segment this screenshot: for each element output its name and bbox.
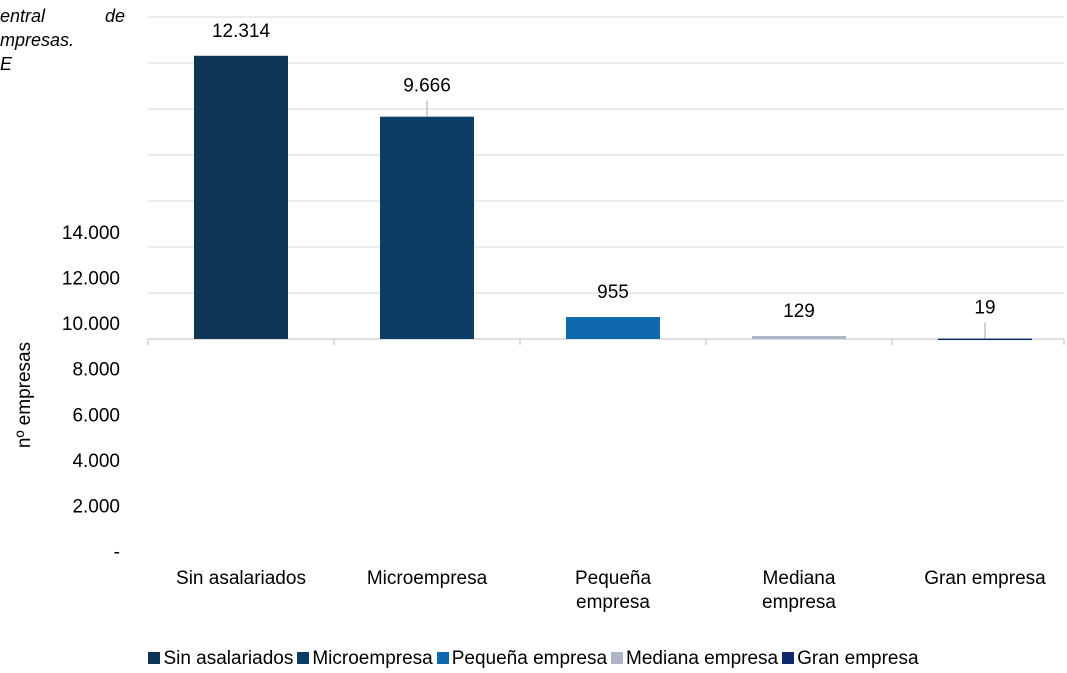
x-tick-label: Gran empresa bbox=[924, 568, 1046, 589]
bar bbox=[752, 336, 846, 339]
y-axis-label: nº empresas bbox=[14, 342, 35, 448]
legend-swatch bbox=[611, 652, 624, 664]
legend-item: Mediana empresa bbox=[611, 648, 778, 670]
legend: Sin asalariados Microempresa Pequeña empre… bbox=[0, 648, 1067, 670]
x-tick-label: Sin asalariados bbox=[176, 568, 306, 589]
legend-swatch bbox=[436, 652, 449, 664]
annotation-line: entral de bbox=[0, 6, 125, 26]
annotation-line: mpresas. bbox=[0, 30, 75, 50]
legend-item: Microempresa bbox=[297, 648, 433, 670]
legend-label: Microempresa bbox=[312, 648, 433, 669]
y-tick-label: 10.000 bbox=[62, 314, 120, 335]
bar bbox=[938, 338, 1032, 341]
y-tick-label: 14.000 bbox=[62, 223, 120, 244]
legend-label: Mediana empresa bbox=[626, 648, 779, 669]
data-label: 9.666 bbox=[403, 76, 451, 97]
x-tick-label: Microempresa bbox=[366, 568, 488, 589]
data-label: 19 bbox=[974, 298, 995, 319]
legend-label: Gran empresa bbox=[797, 648, 919, 669]
y-tick-label: 12.000 bbox=[62, 269, 120, 290]
y-tick-label: 2.000 bbox=[72, 496, 120, 517]
legend-swatch bbox=[148, 652, 161, 664]
legend-swatch bbox=[297, 652, 310, 664]
data-label: 955 bbox=[597, 282, 629, 303]
y-tick-label: 4.000 bbox=[72, 451, 120, 472]
legend-label: Sin asalariados bbox=[163, 648, 294, 669]
legend-item: Sin asalariados bbox=[148, 648, 293, 670]
annotation-line: E bbox=[0, 54, 13, 74]
legend-swatch bbox=[782, 652, 795, 664]
y-tick-label: 8.000 bbox=[72, 360, 120, 381]
y-tick-label: - bbox=[114, 542, 120, 563]
data-label: 12.314 bbox=[212, 21, 271, 42]
y-tick-label: 6.000 bbox=[72, 405, 120, 426]
chart: nº empresas - 2.000 4.000 6.000 8.000 10.000 1… bbox=[14, 16, 1065, 563]
legend-label: Pequeña empresa bbox=[451, 648, 608, 669]
bar bbox=[194, 55, 288, 339]
data-label: 129 bbox=[783, 301, 815, 322]
legend-item: Pequeña empresa bbox=[436, 648, 608, 670]
bar bbox=[380, 116, 474, 339]
x-tick-label: Pequeña empresa bbox=[574, 568, 652, 613]
legend-item: Gran empresa bbox=[782, 648, 919, 670]
x-tick-label: Mediana empresa bbox=[762, 568, 836, 613]
bar bbox=[566, 317, 660, 339]
